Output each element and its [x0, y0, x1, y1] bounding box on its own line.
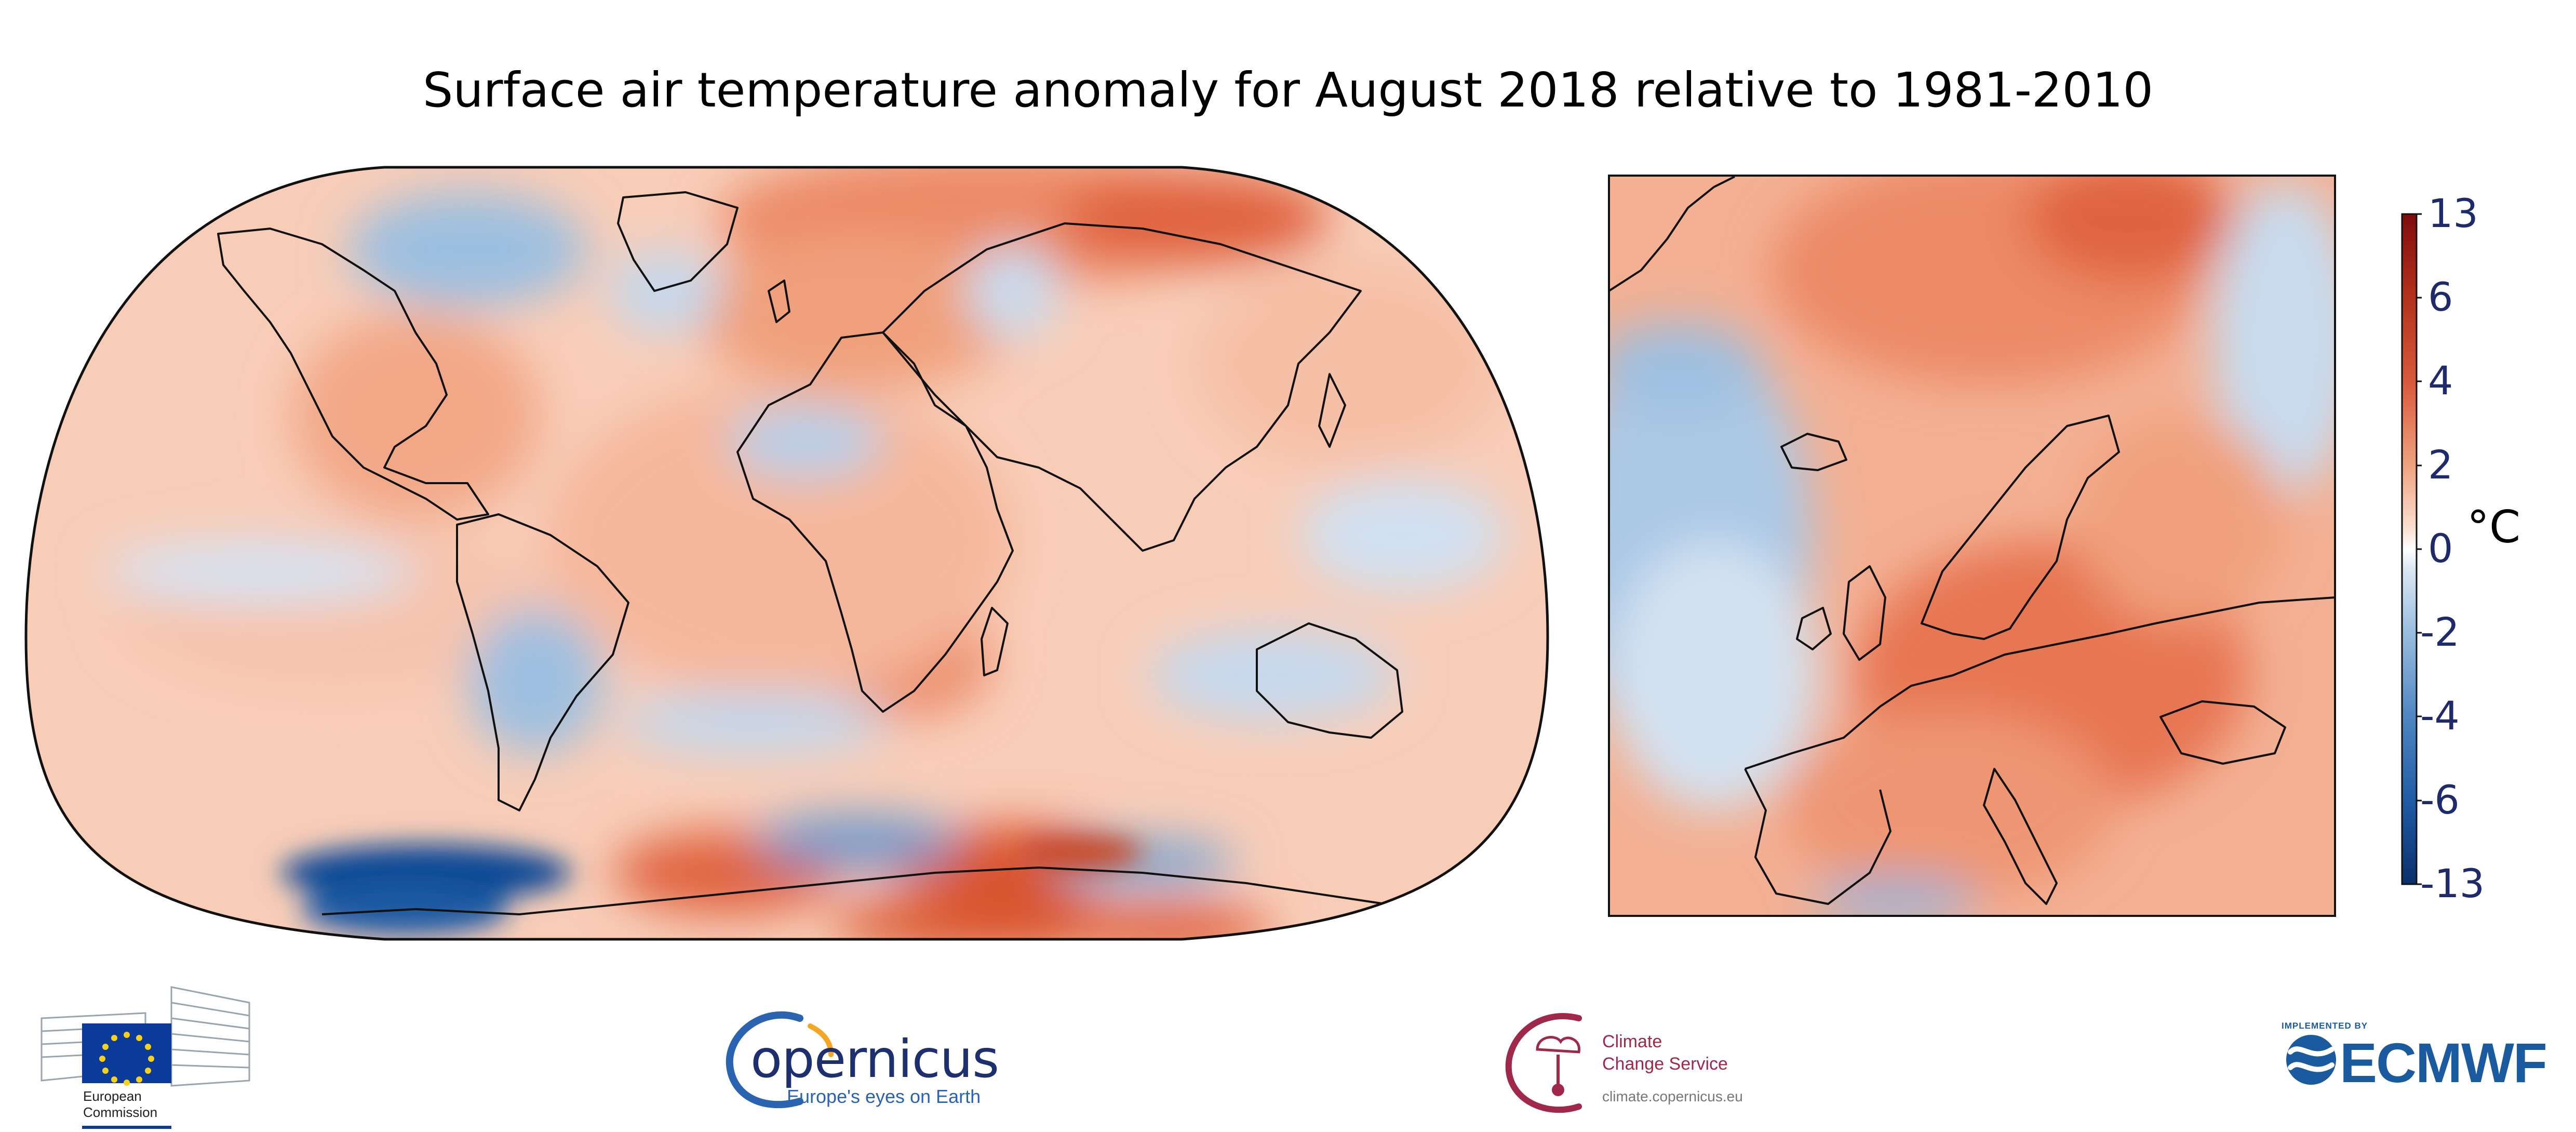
europe-map-border [1608, 175, 2336, 917]
colorbar [2401, 213, 2422, 885]
colorbar-unit: °C [2467, 501, 2521, 553]
colorbar-label-13: 13 [2428, 190, 2478, 236]
colorbar-label-minus-2: -2 [2420, 609, 2460, 655]
ecmwf-implemented-by: IMPLEMENTED BY [2282, 1021, 2368, 1031]
global-coastlines [217, 191, 1455, 915]
ecmwf-wave-icon [2286, 1035, 2336, 1085]
global-map [24, 166, 1549, 941]
copernicus-arc-icon [808, 1023, 834, 1057]
climate-change-service-logo [1505, 1013, 1582, 1113]
ccs-line2: Change Service [1602, 1054, 1728, 1074]
colorbar-gradient [2401, 213, 2418, 885]
copernicus-tagline: Europe's eyes on Earth [787, 1086, 981, 1107]
copernicus-logo [726, 1011, 834, 1109]
page-title: Surface air temperature anomaly for Augu… [422, 62, 2154, 118]
c3s-ring-icon [1505, 1013, 1582, 1113]
ecmwf-logo [2286, 1035, 2336, 1085]
european-commission-logo [41, 986, 250, 1129]
global-anomaly-field [26, 167, 1548, 939]
ec-text: European Commission [83, 1088, 157, 1121]
ccs-line1: Climate [1602, 1032, 1662, 1051]
copernicus-wordmark: opernicus [750, 1029, 999, 1089]
colorbar-label-4: 4 [2428, 357, 2453, 404]
colorbar-label-6: 6 [2428, 274, 2453, 320]
colorbar-ticks [2417, 213, 2422, 885]
colorbar-label-minus-4: -4 [2420, 692, 2460, 739]
colorbar-label-0: 0 [2428, 525, 2453, 571]
europe-anomaly-field [1609, 176, 2335, 916]
eu-stars-icon [99, 1032, 154, 1086]
ec-line1: European [83, 1088, 142, 1104]
ccs-url: climate.copernicus.eu [1602, 1088, 1743, 1104]
copernicus-c-icon [726, 1011, 803, 1109]
cloud-icon [1536, 1036, 1580, 1054]
ecmwf-wordmark: ECMWF [2340, 1031, 2547, 1094]
colorbar-label-2: 2 [2428, 442, 2453, 488]
ec-line2: Commission [83, 1104, 158, 1121]
europe-map [1608, 175, 2336, 917]
colorbar-label-minus-13: -13 [2420, 860, 2485, 907]
colorbar-label-minus-6: -6 [2420, 777, 2460, 823]
europe-coastlines [1609, 176, 2335, 905]
global-map-border [24, 166, 1549, 941]
